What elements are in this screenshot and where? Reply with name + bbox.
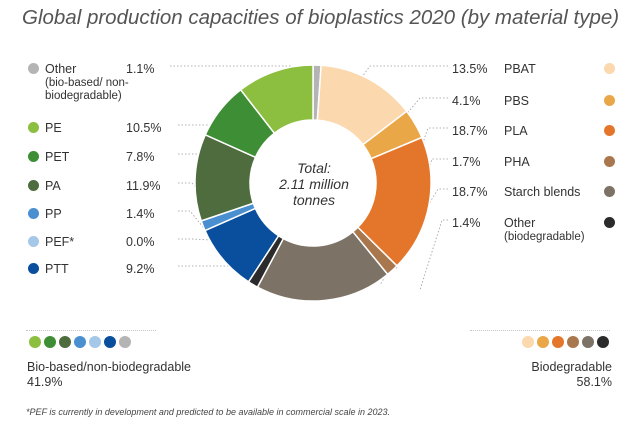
leader-line [419,219,448,291]
leader-line [178,153,223,161]
color-dot [522,336,534,348]
chart-title: Global production capacities of bioplast… [22,6,620,29]
color-dot [59,336,71,348]
legend-dot [604,63,615,74]
color-dot [552,336,564,348]
legend-value: 7.8% [126,150,155,164]
legend-dot [28,180,39,191]
legend-name: PP [45,207,62,221]
legend-value: 0.0% [126,235,155,249]
legend-dot [604,125,615,136]
legend-value: 4.1% [452,94,481,108]
biobased-label: Bio-based/non-biodegradable [27,360,192,374]
legend-name: PE [45,121,62,135]
legend-value: 10.5% [126,121,162,135]
legend-dot [28,122,39,133]
legend-name: PBAT [504,62,536,76]
legend-subtext: (biodegradable) [504,231,585,243]
legend-name: Starch blends [504,185,581,199]
color-dot [537,336,549,348]
divider [470,330,610,331]
legend-dot [28,151,39,162]
total-label: Total: 2.11 million tonnes [264,160,364,208]
slice-pe-12 [239,64,314,135]
divider [26,330,156,331]
legend-value: 1.4% [452,216,481,230]
legend-value: 9.2% [126,262,155,276]
legend-name: Other [45,62,77,76]
leader-line [178,210,208,233]
total-label-line3: tonnes [292,192,336,208]
legend-name: PLA [504,124,528,138]
color-dot [44,336,56,348]
legend-name: Other [504,216,536,230]
legend-dot [604,95,615,106]
color-dot [104,336,116,348]
total-label-line1: Total: [297,160,331,176]
color-dot [582,336,594,348]
legend-dot [28,63,39,74]
legend-value: 1.1% [126,62,155,76]
color-dot [567,336,579,348]
legend-value: 1.4% [126,207,155,221]
biobased-color-dots [29,336,131,348]
legend-name: PBS [504,94,530,108]
legend-name: PA [45,179,61,193]
color-dot [89,336,101,348]
legend-subtext: (bio-based/ non-biodegradable) [45,77,129,102]
legend-value: 18.7% [452,124,488,138]
legend-dot [604,156,615,167]
legend-dot [28,263,39,274]
biodegradable-summary: Biodegradable 58.1% [500,360,612,390]
footnote: *PEF is currently in development and pre… [26,407,391,417]
donut-slices [194,64,432,302]
legend-value: 1.7% [452,155,481,169]
total-label-line2: 2.11 million [279,176,349,192]
biodegradable-percent: 58.1% [576,375,612,389]
color-dot [74,336,86,348]
legend-name: PHA [504,155,530,169]
color-dot [119,336,131,348]
biobased-summary: Bio-based/non-biodegradable 41.9% [27,360,191,390]
legend-dot [604,186,615,197]
color-dot [29,336,41,348]
legend-dot [28,236,39,247]
legend-name: PEF* [45,235,75,249]
biodegradable-label: Biodegradable [531,360,612,374]
legend-value: 13.5% [452,62,488,76]
legend-name: PTT [45,262,69,276]
biodegradable-color-dots [522,336,609,348]
biobased-percent: 41.9% [27,375,63,389]
color-dot [597,336,609,348]
legend-dot [604,217,615,228]
legend-value: 11.9% [126,179,161,193]
leader-line [178,238,211,241]
legend-dot [28,208,39,219]
legend-name: PET [45,150,70,164]
legend-value: 18.7% [452,185,488,199]
